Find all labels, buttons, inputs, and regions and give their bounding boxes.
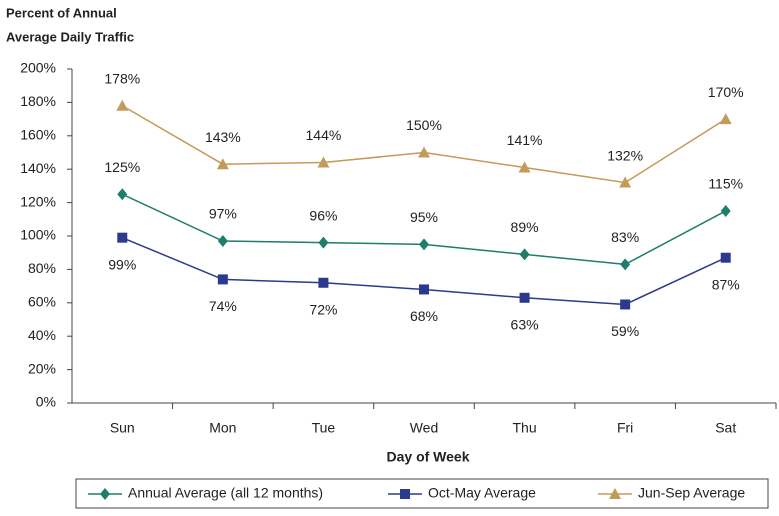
data-point <box>318 277 329 288</box>
data-label: 132% <box>607 147 643 163</box>
legend-marker <box>100 488 110 500</box>
data-point <box>419 284 429 295</box>
data-label: 144% <box>306 127 342 143</box>
data-label: 68% <box>410 308 438 324</box>
x-tick-label: Fri <box>617 420 633 436</box>
y-tick-label: 20% <box>28 360 56 376</box>
legend-marker <box>609 488 621 499</box>
x-tick-label: Mon <box>209 420 236 436</box>
data-point <box>720 252 731 263</box>
y-tick-label: 140% <box>20 160 56 176</box>
y-tick-label: 80% <box>28 260 56 276</box>
data-label: 115% <box>708 176 743 192</box>
data-point <box>217 235 228 248</box>
data-point <box>720 204 731 217</box>
data-label: 125% <box>104 159 140 175</box>
x-axis-label: Day of Week <box>387 449 470 465</box>
data-label: 95% <box>410 209 438 225</box>
data-label: 150% <box>406 117 442 133</box>
y-tick-label: 200% <box>20 60 56 76</box>
data-point <box>419 238 429 251</box>
data-point <box>217 274 228 285</box>
data-point <box>418 146 430 158</box>
data-point <box>620 299 631 310</box>
data-point <box>116 99 129 111</box>
y-tick-label: 120% <box>20 193 56 209</box>
data-label: 178% <box>104 70 140 86</box>
data-label: 83% <box>611 229 639 245</box>
x-tick-label: Sat <box>715 420 736 436</box>
data-point <box>216 158 229 170</box>
chart-title: Percent of Annual <box>6 5 117 20</box>
data-label: 72% <box>309 301 337 317</box>
data-point <box>619 176 632 188</box>
data-label: 74% <box>209 298 237 314</box>
x-tick-label: Sun <box>110 420 135 436</box>
y-tick-label: 100% <box>20 227 56 243</box>
data-point <box>519 248 530 261</box>
data-point <box>719 113 732 125</box>
x-tick-label: Tue <box>312 420 336 436</box>
y-tick-label: 180% <box>20 93 56 109</box>
data-label: 97% <box>209 206 237 222</box>
data-label: 63% <box>511 316 539 332</box>
data-label: 87% <box>712 276 740 292</box>
legend-box <box>75 478 769 509</box>
data-label: 170% <box>708 84 744 100</box>
data-label: 99% <box>108 256 136 272</box>
data-point <box>318 236 329 249</box>
y-tick-label: 40% <box>28 327 56 343</box>
data-label: 141% <box>507 132 543 148</box>
legend-label: Jun-Sep Average <box>638 485 745 501</box>
legend-label: Annual Average (all 12 months) <box>128 485 323 501</box>
x-tick-label: Wed <box>410 420 439 436</box>
legend-label: Oct-May Average <box>428 485 536 501</box>
data-point <box>117 188 128 201</box>
y-tick-label: 160% <box>20 127 56 143</box>
data-point <box>620 258 631 271</box>
data-point <box>519 292 530 303</box>
legend-marker <box>400 489 410 499</box>
data-label: 143% <box>205 129 241 145</box>
data-point <box>117 232 128 243</box>
y-tick-label: 60% <box>28 294 56 310</box>
chart-title: Average Daily Traffic <box>6 29 134 44</box>
y-tick-label: 0% <box>36 394 56 410</box>
data-point <box>518 161 531 173</box>
data-label: 96% <box>309 207 337 223</box>
data-label: 89% <box>511 219 539 235</box>
data-label: 59% <box>611 323 639 339</box>
x-tick-label: Thu <box>513 420 537 436</box>
data-point <box>317 156 330 168</box>
